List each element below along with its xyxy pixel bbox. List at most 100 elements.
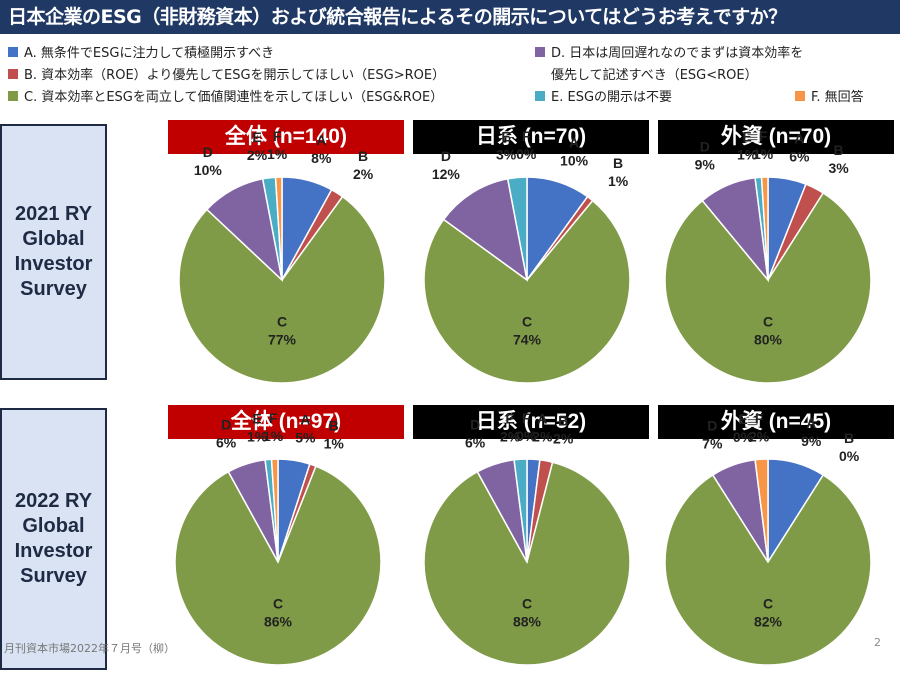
chart-header-2022-japan: 日系 (n=52) xyxy=(413,405,649,439)
pie-value-label-a: 10% xyxy=(560,152,589,168)
pie-category-label-b: B xyxy=(358,148,368,164)
chart-header-2022-foreign: 外資 (n=45) xyxy=(658,405,894,439)
pie-category-label-f: F xyxy=(269,410,278,426)
legend-swatch-d xyxy=(535,46,545,57)
legend-item-c: C. 資本効率とESGを両立して価値関連性を示してほしい（ESG&ROE） xyxy=(8,86,443,105)
pie-category-label-e: E xyxy=(742,129,751,145)
chart-header-2021-japan: 日系 (n=70) xyxy=(413,120,649,154)
row-label-line: Global xyxy=(22,228,85,250)
row-label-line: Survey xyxy=(20,565,87,587)
pie-category-label-d: D xyxy=(203,144,213,160)
pie-value-label-e: 2% xyxy=(500,428,521,444)
pie-value-label-e: 2% xyxy=(247,147,268,163)
legend: A. 無条件でESGに注力して積極開示すべき B. 資本効率（ROE）より優先し… xyxy=(0,38,900,108)
pie-category-label-c: C xyxy=(522,596,532,612)
pie-value-label-f: 0% xyxy=(516,146,537,162)
chart-header-2021-foreign: 外資 (n=70) xyxy=(658,120,894,154)
pie-category-label-a: A xyxy=(300,412,310,428)
pie-value-label-f: 1% xyxy=(753,146,774,162)
pie-value-label-f: 1% xyxy=(263,428,284,444)
pie-value-label-b: 1% xyxy=(608,173,629,189)
pie-category-label-a: A xyxy=(794,130,804,146)
legend-swatch-b xyxy=(8,68,18,79)
pie-category-label-a: A xyxy=(806,415,816,431)
legend-swatch-a xyxy=(8,46,18,57)
legend-label-e: E. ESGの開示は不要 xyxy=(551,90,673,105)
pie-category-label-c: C xyxy=(522,314,532,330)
pie-value-label-d: 9% xyxy=(695,157,716,173)
page-number: 2 xyxy=(874,636,881,649)
pie-value-label-e: 0% xyxy=(733,429,754,445)
pie-slice-e xyxy=(506,176,528,281)
chart-header-2022-overall: 全体 (n=97) xyxy=(168,405,404,439)
pie-value-label-d: 12% xyxy=(432,166,461,182)
pie-value-label-b: 0% xyxy=(839,448,860,464)
pie-category-label-d: D xyxy=(700,139,710,155)
row-label-line: Global xyxy=(22,515,85,537)
pie-category-label-d: D xyxy=(470,416,480,432)
pie-value-label-a: 2% xyxy=(532,428,553,444)
pie-slice-f xyxy=(274,176,283,281)
pie-value-label-d: 7% xyxy=(702,436,723,452)
row-label-2022: 2022 RY Global Investor Survey xyxy=(0,408,107,670)
pie-value-label-b: 3% xyxy=(828,160,849,176)
pie-value-label-f: 2% xyxy=(749,428,770,444)
pie-category-label-c: C xyxy=(763,596,773,612)
pie-category-label-d: D xyxy=(707,418,717,434)
pie-value-label-b: 1% xyxy=(324,436,345,452)
legend-item-f: F. 無回答 xyxy=(795,86,864,105)
legend-item-a: A. 無条件でESGに注力して積極開示すべき xyxy=(8,42,274,61)
pie-value-label-c: 86% xyxy=(264,614,293,630)
pie-slice-e xyxy=(513,458,528,563)
pie-value-label-a: 9% xyxy=(801,433,822,449)
pie-value-label-d: 6% xyxy=(465,434,486,450)
pie-category-label-f: F xyxy=(522,128,531,144)
pie-slice-d xyxy=(442,177,529,282)
pie-chart-2022-japan: A2%B2%C88%D6%E2%F0% xyxy=(423,410,631,666)
pie-value-label-e: 3% xyxy=(496,147,517,163)
row-label-line: Investor xyxy=(14,253,93,275)
pie-value-label-e: 1% xyxy=(737,147,758,163)
pie-category-label-c: C xyxy=(273,596,283,612)
pie-value-label-a: 6% xyxy=(789,148,810,164)
pie-value-label-c: 77% xyxy=(268,332,297,348)
pie-value-label-f: 0% xyxy=(516,428,537,444)
pie-category-label-c: C xyxy=(277,314,287,330)
legend-swatch-e xyxy=(535,90,545,101)
legend-swatch-f xyxy=(795,90,805,101)
pie-category-label-f: F xyxy=(755,410,764,426)
legend-label-b: B. 資本効率（ROE）より優先してESGを開示してほしい（ESG>ROE） xyxy=(24,68,446,83)
pie-value-label-c: 82% xyxy=(754,614,783,630)
pie-category-label-e: E xyxy=(252,129,261,145)
legend-label-f: F. 無回答 xyxy=(811,90,864,105)
pie-slice-c xyxy=(178,195,386,384)
pie-chart-2022-foreign: A9% B0%C82%D7%E0%F2% xyxy=(664,410,872,666)
pie-value-label-f: 1% xyxy=(267,146,288,162)
pie-value-label-d: 6% xyxy=(216,434,237,450)
pie-category-label-f: F xyxy=(273,128,282,144)
pie-slice-f xyxy=(760,176,769,281)
pie-category-label-e: E xyxy=(505,410,514,426)
pie-value-label-b: 2% xyxy=(553,430,574,446)
row-label-line: 2021 RY xyxy=(14,203,93,225)
legend-label-a: A. 無条件でESGに注力して積極開示すべき xyxy=(24,46,275,61)
pie-category-label-d: D xyxy=(221,416,231,432)
slide-title: 日本企業のESG（非財務資本）および統合報告によるその開示についてはどうお考えで… xyxy=(0,0,900,34)
pie-slice-c xyxy=(664,191,872,384)
pie-value-label-b: 2% xyxy=(353,166,374,182)
row-label-line: Survey xyxy=(20,278,87,300)
pie-category-label-c: C xyxy=(763,314,773,330)
pie-category-label-a: A xyxy=(316,132,326,148)
pie-chart-2021-overall: A 8% B 2% C 77% D 10% E 2% F 1% xyxy=(178,128,386,384)
row-label-line: Investor xyxy=(14,540,93,562)
pie-slice-c xyxy=(423,461,631,666)
pie-category-label-b: B xyxy=(834,142,844,158)
pie-category-label-b: B xyxy=(844,430,854,446)
pie-category-label-e: E xyxy=(501,129,510,145)
pie-category-label-f: F xyxy=(759,128,768,144)
source-footnote: 月刊資本市場2022年７月号（柳） xyxy=(4,642,175,655)
pie-value-label-e: 1% xyxy=(247,429,268,445)
legend-item-d-line2: 優先して記述すべき（ESG<ROE） xyxy=(551,68,758,83)
pie-category-label-d: D xyxy=(441,148,451,164)
pie-value-label-d: 10% xyxy=(194,162,223,178)
